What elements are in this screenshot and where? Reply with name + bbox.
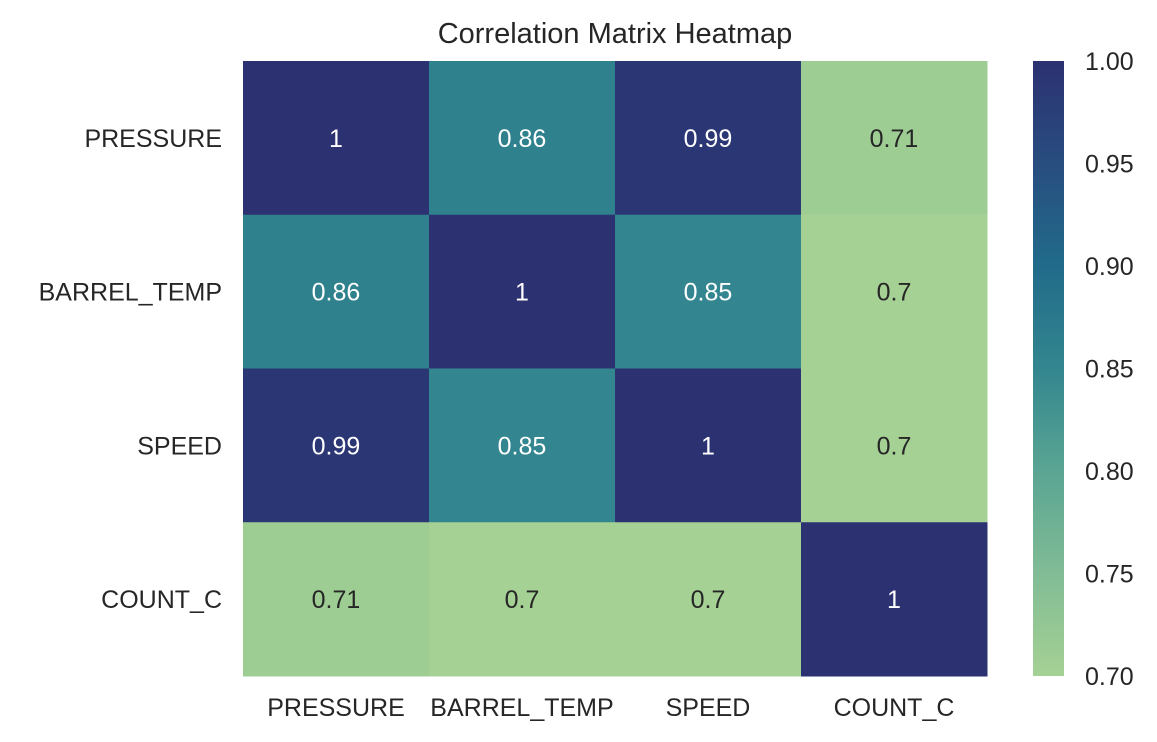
heatmap-cell-3-0 [243, 522, 430, 677]
heatmap-cell-3-1 [429, 522, 616, 677]
heatmap-cell-3-3 [801, 522, 988, 677]
x-tick-label: PRESSURE [267, 694, 405, 722]
x-tick-label: COUNT_C [834, 694, 955, 722]
colorbar-tick-label: 0.75 [1085, 561, 1134, 589]
x-axis-tick-labels: PRESSURE BARREL_TEMP SPEED COUNT_C [267, 694, 954, 722]
heatmap-cell-0-3 [801, 61, 988, 216]
cell-annotation-0-3: 0.71 [870, 125, 919, 153]
colorbar-tick-labels: 0.70 0.75 0.80 0.85 0.90 0.95 1.00 [1085, 48, 1134, 691]
colorbar-tick-label: 1.00 [1085, 48, 1134, 76]
colorbar-tick-label: 0.95 [1085, 151, 1134, 179]
cell-annotation-1-2: 0.85 [684, 279, 733, 307]
heatmap-cell-0-1 [429, 61, 616, 216]
cell-annotation-2-3: 0.7 [877, 432, 912, 460]
cell-annotation-2-1: 0.85 [498, 432, 547, 460]
cell-annotation-3-0: 0.71 [312, 586, 361, 614]
cell-annotation-2-2: 1 [701, 432, 715, 460]
heatmap-cell-2-0 [243, 368, 430, 523]
colorbar-tick-label: 0.80 [1085, 458, 1134, 486]
y-axis-tick-labels: PRESSURE BARREL_TEMP SPEED COUNT_C [39, 125, 222, 614]
heatmap-cell-2-1 [429, 368, 616, 523]
heatmap-cell-1-2 [615, 214, 802, 369]
colorbar-tick-label: 0.70 [1085, 663, 1134, 691]
cell-annotation-2-0: 0.99 [312, 432, 361, 460]
y-tick-label: BARREL_TEMP [39, 279, 222, 307]
y-tick-label: COUNT_C [101, 586, 222, 614]
cell-annotation-1-0: 0.86 [312, 279, 361, 307]
cell-annotation-1-1: 1 [515, 279, 529, 307]
heatmap-cell-1-1 [429, 214, 616, 369]
heatmap-cell-2-3 [801, 368, 988, 523]
colorbar-tick-label: 0.85 [1085, 356, 1134, 384]
cell-annotations: 1 0.86 0.99 0.710.86 1 0.85 0.70.99 0.85 1 0.70.7… [312, 125, 919, 614]
cell-annotation-0-2: 0.99 [684, 125, 733, 153]
colorbar-tick-label: 0.90 [1085, 253, 1134, 281]
heatmap-cells [243, 61, 988, 677]
colorbar [1033, 61, 1064, 676]
cell-annotation-0-1: 0.86 [498, 125, 547, 153]
y-tick-label: PRESSURE [84, 125, 222, 153]
heatmap-cell-2-2 [615, 368, 802, 523]
cell-annotation-3-2: 0.7 [691, 586, 726, 614]
x-tick-label: SPEED [666, 694, 751, 722]
y-tick-label: SPEED [137, 432, 222, 460]
cell-annotation-1-3: 0.7 [877, 279, 912, 307]
cell-annotation-3-1: 0.7 [505, 586, 540, 614]
cell-annotation-3-3: 1 [887, 586, 901, 614]
cell-annotation-0-0: 1 [329, 125, 343, 153]
heatmap-cell-0-2 [615, 61, 802, 216]
x-tick-label: BARREL_TEMP [430, 694, 613, 722]
heatmap-cell-1-0 [243, 214, 430, 369]
heatmap-cell-3-2 [615, 522, 802, 677]
heatmap-cell-1-3 [801, 214, 988, 369]
chart-title: Correlation Matrix Heatmap [438, 18, 793, 50]
heatmap-cell-0-0 [243, 61, 430, 216]
